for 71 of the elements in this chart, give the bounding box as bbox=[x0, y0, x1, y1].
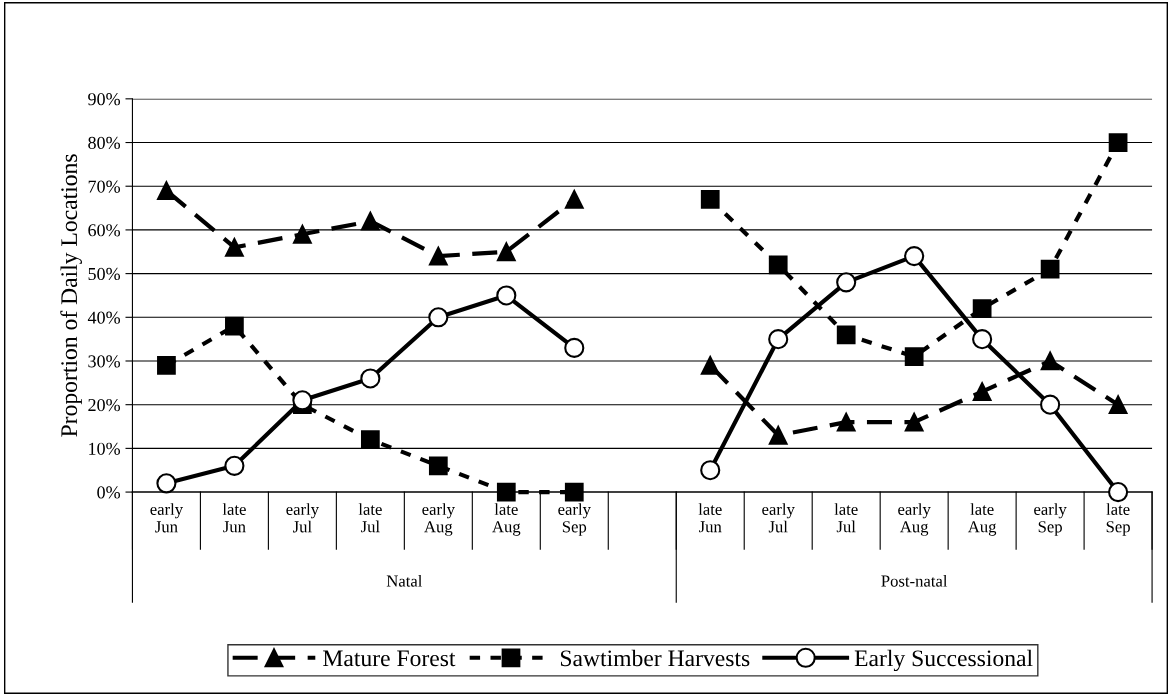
x-tick-label: early Jul bbox=[286, 503, 319, 533]
point bbox=[157, 355, 176, 375]
point bbox=[972, 329, 993, 350]
point bbox=[224, 455, 245, 476]
x-tick-label: early Jul bbox=[762, 503, 795, 533]
point bbox=[428, 307, 449, 328]
point bbox=[700, 189, 720, 209]
point bbox=[496, 482, 516, 502]
y-axis-title: Proportion of Daily Locations bbox=[60, 154, 82, 437]
y-tick-label: 50% bbox=[88, 267, 121, 281]
point bbox=[360, 430, 380, 450]
point bbox=[428, 246, 448, 266]
point bbox=[836, 325, 856, 345]
text: Post-natal bbox=[881, 574, 948, 587]
x-tick-label: early Jun bbox=[150, 503, 184, 533]
y-tick-label: 10% bbox=[89, 442, 121, 455]
point bbox=[496, 285, 517, 306]
point bbox=[700, 460, 721, 481]
point bbox=[836, 412, 856, 432]
x-tick-label: late Sep bbox=[1106, 503, 1130, 536]
point bbox=[225, 238, 244, 257]
x-tick-label: late Jun bbox=[698, 503, 722, 533]
x-tick-label: late Jul bbox=[358, 503, 382, 533]
point bbox=[156, 473, 177, 494]
y-tick-label: 90% bbox=[88, 93, 121, 106]
y-tick-label: 30% bbox=[88, 355, 121, 368]
legend-label: Early Successional bbox=[854, 649, 1033, 672]
x-tick-label: late Jul bbox=[834, 503, 858, 533]
y-tick-label: 0% bbox=[97, 486, 121, 499]
point bbox=[1108, 133, 1128, 152]
y-tick-label: 70% bbox=[88, 180, 121, 193]
point bbox=[904, 412, 924, 432]
point bbox=[564, 337, 585, 358]
point bbox=[496, 242, 516, 262]
text: Natal bbox=[386, 574, 423, 587]
point bbox=[1040, 394, 1061, 415]
point bbox=[904, 246, 925, 267]
point bbox=[225, 316, 244, 336]
x-tick-label: early Sep bbox=[1034, 503, 1067, 536]
point bbox=[564, 482, 584, 502]
point bbox=[360, 211, 380, 231]
point bbox=[1040, 259, 1060, 279]
point bbox=[700, 355, 720, 375]
point bbox=[904, 347, 924, 366]
point bbox=[768, 255, 788, 275]
point bbox=[972, 299, 992, 318]
x-tick-label: early Aug bbox=[898, 503, 931, 536]
point bbox=[293, 224, 312, 244]
x-tick-label: early Aug bbox=[422, 503, 455, 536]
point bbox=[1108, 482, 1129, 503]
point bbox=[972, 382, 992, 401]
y-tick-label: 80% bbox=[88, 136, 121, 150]
point bbox=[768, 329, 789, 350]
point bbox=[1040, 351, 1060, 371]
point bbox=[428, 456, 448, 476]
y-tick-label: 40% bbox=[87, 311, 121, 324]
y-tick-label: 20% bbox=[88, 398, 121, 412]
point bbox=[360, 368, 381, 389]
x-tick-label: late Aug bbox=[967, 503, 997, 536]
point bbox=[836, 272, 857, 293]
x-tick-label: early Sep bbox=[558, 503, 591, 536]
point bbox=[157, 181, 176, 200]
point bbox=[768, 425, 788, 445]
point bbox=[292, 390, 313, 411]
point bbox=[1108, 395, 1128, 415]
legend-label: Sawtimber Harvests bbox=[560, 649, 750, 667]
y-tick-label: 60% bbox=[88, 224, 121, 237]
x-tick-label: late Aug bbox=[492, 503, 521, 536]
x-tick-label: late Jun bbox=[222, 503, 246, 533]
legend-label: Mature Forest bbox=[323, 650, 456, 667]
point bbox=[564, 189, 584, 209]
